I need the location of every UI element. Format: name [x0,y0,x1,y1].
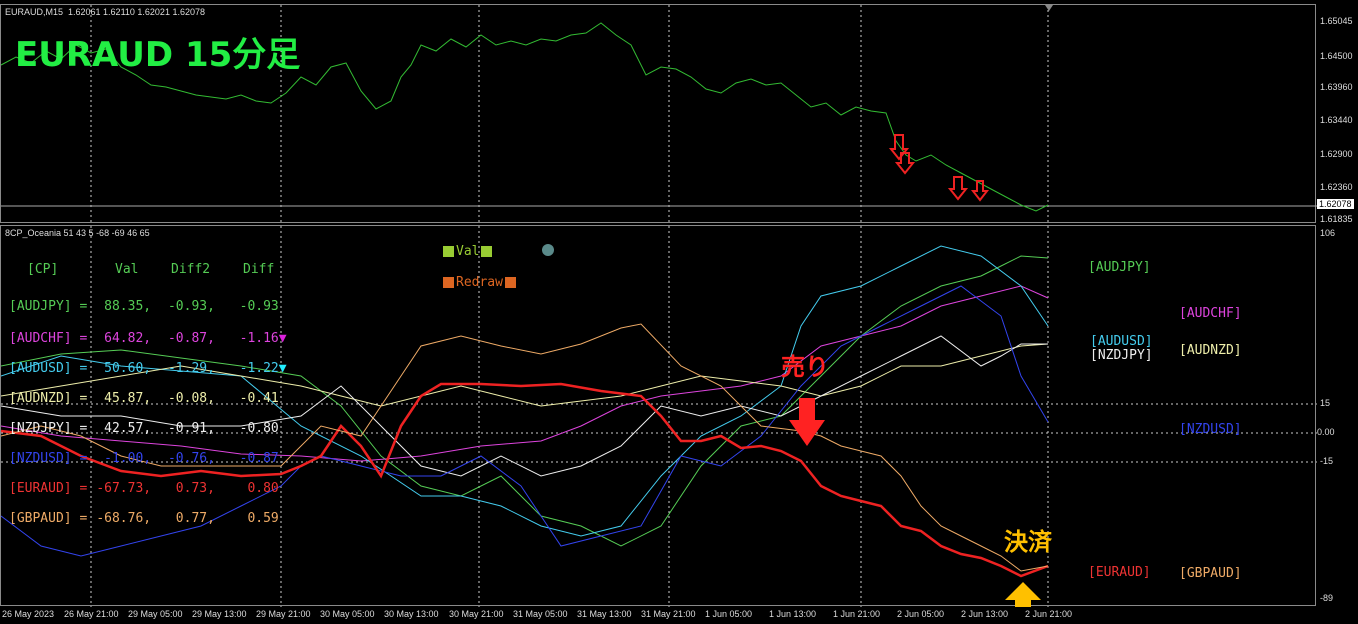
val-swatch-icon [443,246,454,257]
redraw-swatch-icon [504,277,516,288]
val-button[interactable]: Val [443,244,493,259]
col-header-cp: [CP] [27,262,59,277]
label-euraud: [EURAUD] [1088,565,1151,580]
chart-shift-marker-icon [1045,5,1053,11]
label-gbpaud: [GBPAUD] [1179,566,1242,581]
chart-title: EURAUD 15分足 [15,35,301,75]
sell-down-arrow-icon [789,398,825,446]
price-tick: 1.62360 [1320,182,1353,192]
symbol-info: EURAUD,M15 1.62061 1.62110 1.62021 1.620… [5,7,205,17]
down-triangle-icon: ▼ [278,331,287,346]
indicator-tick: 106 [1320,228,1336,238]
series-audchf-line [1,285,1049,462]
price-chart-svg [1,5,1317,224]
price-tick: 1.65045 [1320,16,1353,26]
current-price-label: 1.62078 [1317,199,1354,209]
time-tick: 26 May 2023 [2,609,55,619]
label-nzdusd: [NZDUSD] [1179,422,1242,437]
table-row: [EURAUD] = -67.73, 0.73, 0.80 [9,481,279,496]
table-row: [AUDCHF] = 64.82, -0.87, -1.16▼ [9,331,287,346]
label-audusd: [AUDUSD] [1090,334,1153,349]
time-tick: 31 May 13:00 [577,609,632,619]
price-tick: 1.61835 [1320,214,1353,224]
time-tick: 30 May 21:00 [449,609,504,619]
indicator-chart-svg [1,226,1317,607]
close-marker [1005,582,1041,607]
col-header-diff: Diff [243,262,275,277]
sell-arrow-group [888,134,990,202]
price-tick: 1.64500 [1320,51,1353,61]
series-gbpaud-line [1,323,1049,572]
time-tick: 30 May 05:00 [320,609,375,619]
time-tick: 26 May 21:00 [64,609,119,619]
time-tick: 31 May 05:00 [513,609,568,619]
down-triangle-icon: ▼ [278,361,287,376]
time-tick: 1 Jun 05:00 [705,609,753,619]
close-up-arrow-icon [1005,582,1041,607]
price-tick: 1.63960 [1320,82,1353,92]
redraw-button[interactable]: Redraw [443,275,516,290]
time-tick: 29 May 13:00 [192,609,247,619]
price-tick: 1.63440 [1320,115,1353,125]
indicator-tick: 0.00 [1317,427,1335,437]
series-euraud-line [1,382,1049,578]
val-swatch-icon [481,246,493,257]
redraw-swatch-icon [443,277,454,288]
time-tick: 30 May 13:00 [384,609,439,619]
indicator-tick: -15 [1320,456,1334,466]
table-row: [AUDUSD] = 50.60, -1.29, -1.22▼ [9,361,287,376]
indicator-tick: -89 [1320,593,1334,603]
price-line [1,22,1049,212]
time-tick: 31 May 21:00 [641,609,696,619]
time-tick: 2 Jun 21:00 [1025,609,1073,619]
time-tick: 29 May 21:00 [256,609,311,619]
series-audnzd-line [1,343,1049,407]
price-tick: 1.62900 [1320,149,1353,159]
series-nzdjpy-line [1,335,1048,477]
label-audjpy: [AUDJPY] [1088,260,1151,275]
sell-annotation: 売り [781,353,829,381]
time-tick: 2 Jun 05:00 [897,609,945,619]
sell-arrow-icon [888,134,910,161]
table-row: [NZDJPY] = 42.57, -0.91, -0.80 [9,421,279,436]
col-header-diff2: Diff2 [171,262,211,277]
col-header-val: Val [115,262,139,277]
table-row: [AUDJPY] = 88.35, -0.93, -0.93 [9,299,279,314]
indicator-tick: 15 [1320,398,1331,408]
close-annotation: 決済 [1004,528,1052,556]
price-chart-pane[interactable]: EURAUD,M15 1.62061 1.62110 1.62021 1.620… [0,4,1317,224]
sell-arrow-icon [947,176,969,201]
label-audchf: [AUDCHF] [1179,306,1242,321]
sell-arrow-icon [970,180,990,202]
time-tick: 1 Jun 13:00 [769,609,817,619]
label-nzdjpy: [NZDJPY] [1090,348,1153,363]
status-dot-icon[interactable] [542,244,554,256]
time-tick: 2 Jun 13:00 [961,609,1009,619]
sell-marker [789,398,825,446]
time-tick: 1 Jun 21:00 [833,609,881,619]
series-nzdusd-line [1,285,1049,557]
sell-arrow-icon [894,152,916,175]
label-audnzd: [AUDNZD] [1179,343,1242,358]
indicator-pane[interactable]: 8CP_Oceania 51 43 5 -68 -69 46 65 Val Re… [0,225,1317,607]
table-row: [GBPAUD] = -68.76, 0.77, 0.59 [9,511,279,526]
table-row: [NZDUSD] = -1.00, -0.76, -0.87 [9,451,279,466]
indicator-info: 8CP_Oceania 51 43 5 -68 -69 46 65 [5,228,150,238]
table-row: [AUDNZD] = 45.87, -0.08, -0.41 [9,391,279,406]
time-tick: 29 May 05:00 [128,609,183,619]
